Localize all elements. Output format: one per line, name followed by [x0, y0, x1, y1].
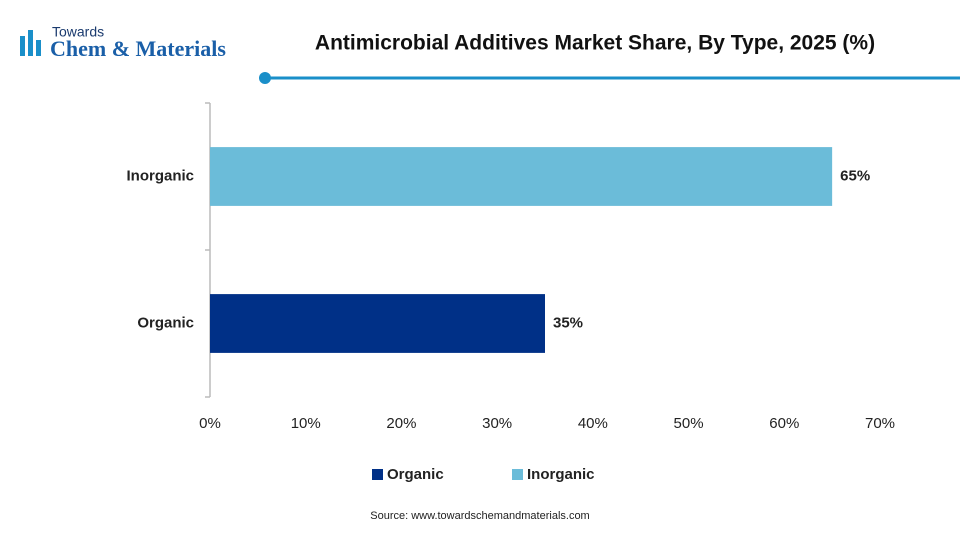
x-tick-label: 70%	[865, 415, 895, 432]
logo: Towards Chem & Materials	[20, 24, 226, 61]
logo-icon	[36, 40, 41, 56]
x-tick-label: 40%	[578, 415, 608, 432]
x-tick-label: 60%	[769, 415, 799, 432]
logo-top: Towards	[52, 24, 104, 40]
x-tick-label: 50%	[674, 415, 704, 432]
x-tick-label: 20%	[386, 415, 416, 432]
data-label: 65%	[840, 167, 870, 184]
y-tick-label: Inorganic	[126, 167, 194, 184]
x-tick-label: 30%	[482, 415, 512, 432]
source: Source: www.towardschemandmaterials.com	[370, 510, 589, 522]
data-label: 35%	[553, 314, 583, 331]
logo-main: Chem & Materials	[50, 36, 226, 61]
bar	[210, 147, 833, 206]
legend-swatch	[512, 469, 523, 480]
y-tick-label: Organic	[137, 314, 194, 331]
legend-label: Organic	[387, 466, 444, 483]
chart-title: Antimicrobial Additives Market Share, By…	[315, 32, 875, 55]
logo-icon	[28, 30, 33, 56]
bar	[210, 294, 545, 353]
legend-swatch	[372, 469, 383, 480]
x-tick-label: 10%	[291, 415, 321, 432]
logo-icon	[20, 36, 25, 56]
legend-label: Inorganic	[527, 466, 595, 483]
title-rule-dot	[259, 72, 271, 84]
x-tick-label: 0%	[199, 415, 221, 432]
